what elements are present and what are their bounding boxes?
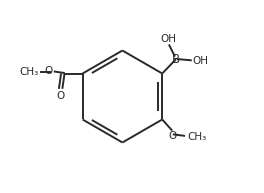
Text: B: B	[172, 53, 180, 66]
Text: CH₃: CH₃	[19, 67, 38, 77]
Text: O: O	[168, 131, 177, 141]
Text: OH: OH	[160, 34, 176, 44]
Text: CH₃: CH₃	[187, 132, 206, 142]
Text: O: O	[44, 66, 53, 76]
Text: O: O	[56, 91, 65, 101]
Text: OH: OH	[193, 56, 209, 66]
